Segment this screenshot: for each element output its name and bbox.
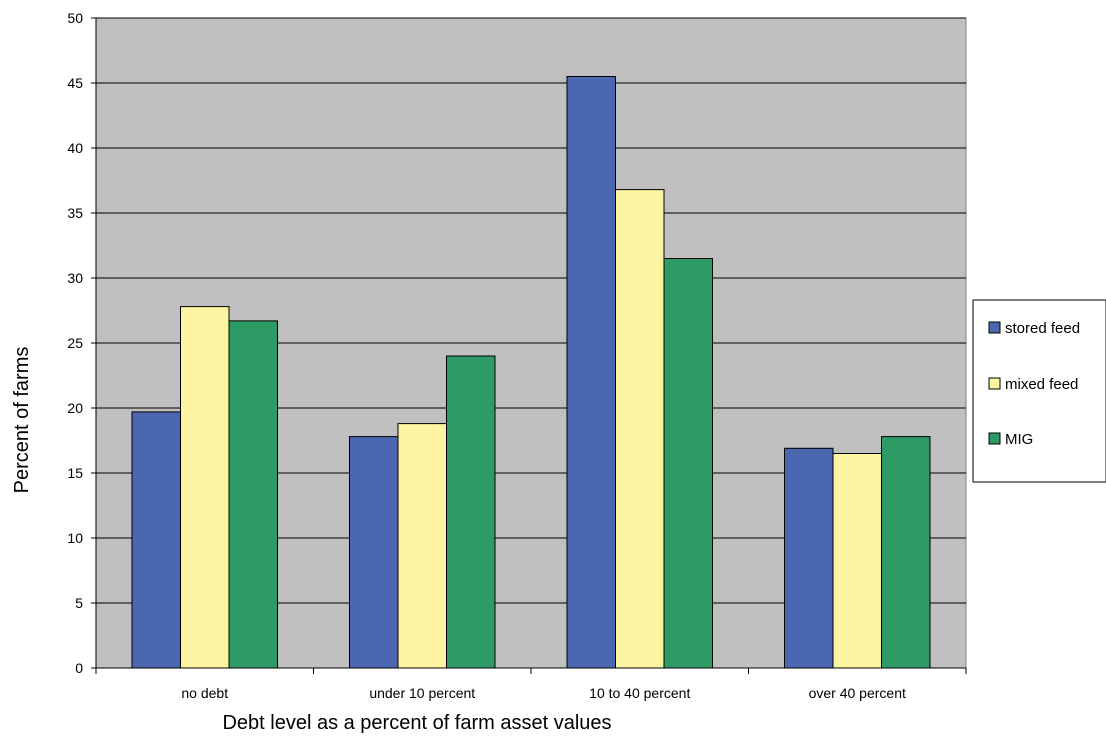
y-tick-label: 20 (67, 400, 83, 416)
bar-mig (664, 259, 713, 669)
bar-stored-feed (785, 448, 834, 668)
y-tick-label: 30 (67, 270, 83, 286)
bar-mixed-feed (833, 454, 882, 669)
x-tick-label: 10 to 40 percent (589, 685, 690, 701)
y-axis-title: Percent of farms (11, 347, 33, 494)
x-tick-label: no debt (181, 685, 228, 701)
x-tick-label: over 40 percent (809, 685, 906, 701)
y-tick-label: 15 (67, 465, 83, 481)
legend-swatch (989, 322, 1000, 333)
y-tick-label: 0 (75, 660, 83, 676)
y-tick-label: 10 (67, 530, 83, 546)
y-tick-label: 25 (67, 335, 83, 351)
bar-mig (447, 356, 496, 668)
x-tick-label: under 10 percent (369, 685, 475, 701)
legend-label: stored feed (1005, 320, 1080, 337)
bar-stored-feed (350, 437, 399, 668)
y-axis-ticks: 0 5 10 15 20 25 30 35 40 45 50 (67, 10, 96, 676)
bar-stored-feed (132, 412, 181, 668)
y-tick-label: 35 (67, 205, 83, 221)
bar-mixed-feed (616, 190, 665, 668)
bar-mixed-feed (398, 424, 447, 668)
legend-label: MIG (1005, 431, 1033, 448)
y-tick-label: 5 (75, 595, 83, 611)
legend-label: mixed feed (1005, 376, 1078, 393)
x-axis-title: Debt level as a percent of farm asset va… (222, 712, 611, 734)
y-tick-label: 40 (67, 140, 83, 156)
x-axis-ticks: no debt under 10 percent 10 to 40 percent o… (96, 668, 966, 701)
legend: stored feed mixed feed MIG (973, 300, 1106, 482)
y-tick-label: 45 (67, 75, 83, 91)
legend-swatch (989, 378, 1000, 389)
legend-swatch (989, 433, 1000, 444)
bar-stored-feed (567, 77, 616, 669)
bar-mixed-feed (181, 307, 230, 668)
y-tick-label: 50 (67, 10, 83, 26)
bar-mig (882, 437, 931, 668)
bar-mig (229, 321, 278, 668)
